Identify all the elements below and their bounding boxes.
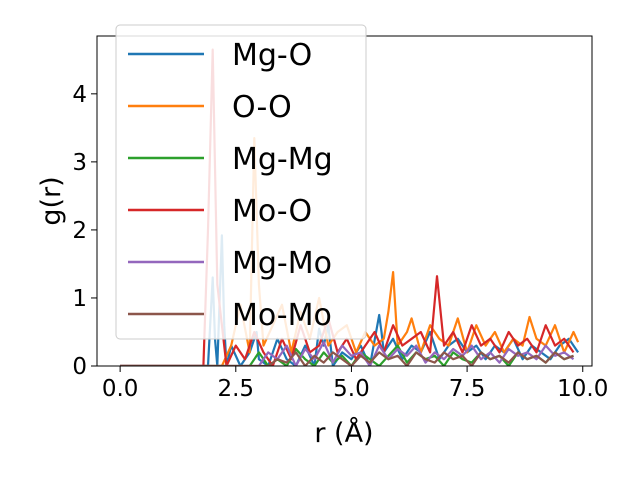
y-axis: 0 1 2 3 4 [72, 82, 97, 380]
legend: Mg-O O-O Mg-Mg Mo-O Mg-Mo Mo-Mo [115, 24, 367, 340]
legend-box [115, 24, 367, 340]
x-tick-label: 2.5 [217, 376, 254, 402]
x-tick-label: 0.0 [102, 376, 139, 402]
legend-label: Mo-O [232, 194, 312, 229]
legend-label: Mo-Mo [232, 298, 332, 333]
x-axis-label: r (Å) [314, 417, 373, 449]
x-tick-label: 7.5 [449, 376, 486, 402]
series-line-mo-o [120, 48, 575, 366]
x-tick-label: 5.0 [333, 376, 370, 402]
y-tick-label: 1 [72, 286, 87, 312]
y-tick-label: 0 [72, 354, 87, 380]
series-line-mo-mo [120, 351, 574, 366]
y-tick-label: 2 [72, 218, 87, 244]
legend-label: O-O [232, 90, 292, 125]
series-line-mg-mo [120, 341, 575, 366]
legend-label: Mg-Mo [232, 246, 332, 281]
y-tick-label: 4 [72, 82, 87, 108]
x-tick-label: 10.0 [557, 376, 608, 402]
y-axis-label: g(r) [36, 176, 67, 225]
y-tick-label: 3 [72, 150, 87, 176]
legend-label: Mg-Mg [232, 142, 333, 177]
x-axis: 0.0 2.5 5.0 7.5 10.0 [102, 366, 608, 402]
legend-label: Mg-O [232, 38, 312, 73]
